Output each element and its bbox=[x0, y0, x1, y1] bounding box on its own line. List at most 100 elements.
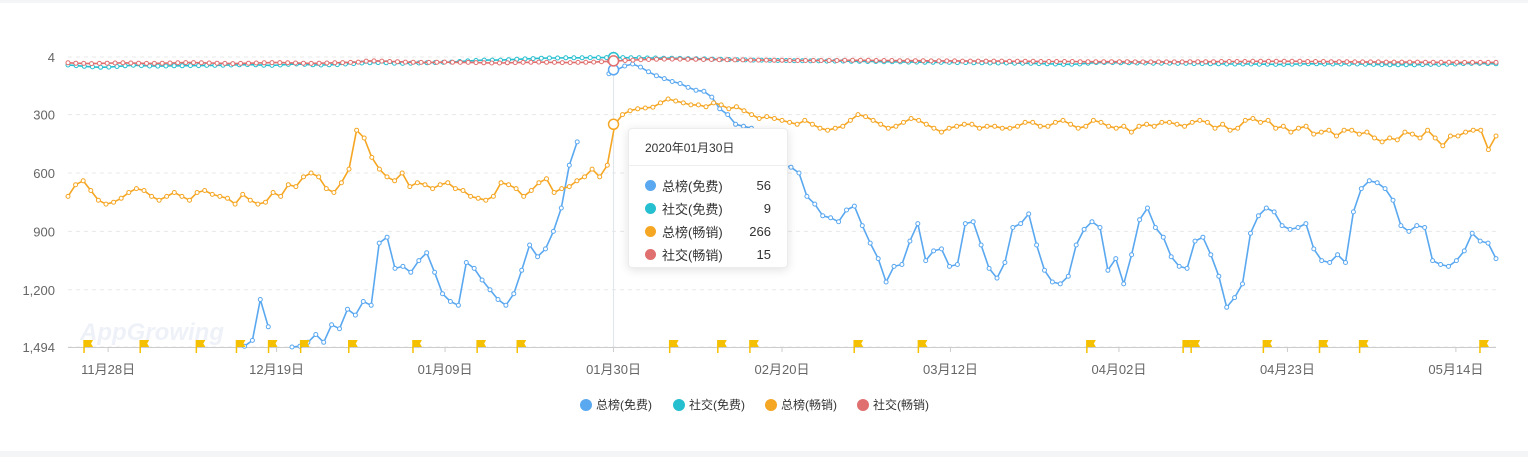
data-point[interactable] bbox=[669, 79, 675, 84]
data-point[interactable] bbox=[1068, 121, 1074, 127]
data-point[interactable] bbox=[504, 60, 510, 66]
data-point[interactable] bbox=[408, 269, 414, 275]
data-point[interactable] bbox=[240, 191, 246, 197]
data-point[interactable] bbox=[1211, 59, 1216, 65]
data-point[interactable] bbox=[265, 324, 271, 330]
data-point[interactable] bbox=[1399, 59, 1405, 65]
data-point[interactable] bbox=[536, 59, 542, 65]
data-point[interactable] bbox=[855, 112, 861, 118]
data-point[interactable] bbox=[316, 60, 322, 66]
data-point[interactable] bbox=[348, 59, 353, 65]
data-point[interactable] bbox=[416, 258, 422, 264]
data-point[interactable] bbox=[788, 164, 794, 170]
data-point[interactable] bbox=[1407, 59, 1413, 65]
data-point[interactable] bbox=[1184, 265, 1190, 271]
data-point[interactable] bbox=[1212, 125, 1218, 131]
data-point[interactable] bbox=[604, 162, 610, 168]
data-point[interactable] bbox=[1002, 260, 1008, 265]
data-point[interactable] bbox=[566, 162, 572, 168]
data-point[interactable] bbox=[741, 108, 747, 114]
data-point[interactable] bbox=[1364, 129, 1370, 135]
data-point[interactable] bbox=[1077, 59, 1083, 65]
data-point[interactable] bbox=[725, 112, 731, 118]
data-point[interactable] bbox=[528, 59, 534, 65]
data-point[interactable] bbox=[1319, 258, 1325, 264]
data-point[interactable] bbox=[878, 121, 884, 127]
data-point[interactable] bbox=[795, 58, 801, 63]
series-3[interactable] bbox=[65, 96, 1499, 207]
data-point[interactable] bbox=[141, 188, 147, 193]
data-point[interactable] bbox=[340, 60, 346, 66]
data-point[interactable] bbox=[445, 180, 451, 186]
data-point[interactable] bbox=[133, 186, 139, 192]
data-point[interactable] bbox=[650, 104, 656, 110]
event-flag-icon[interactable] bbox=[348, 340, 358, 353]
data-point[interactable] bbox=[455, 302, 461, 308]
data-point[interactable] bbox=[257, 297, 263, 302]
data-point[interactable] bbox=[164, 193, 170, 199]
data-point[interactable] bbox=[1454, 59, 1460, 65]
data-point[interactable] bbox=[820, 213, 826, 219]
data-point[interactable] bbox=[1160, 234, 1166, 240]
data-point[interactable] bbox=[1179, 59, 1185, 65]
data-point[interactable] bbox=[1446, 59, 1452, 65]
data-point[interactable] bbox=[638, 57, 644, 63]
data-point[interactable] bbox=[369, 154, 375, 160]
data-point[interactable] bbox=[1303, 221, 1309, 227]
data-point[interactable] bbox=[106, 64, 112, 70]
data-point[interactable] bbox=[907, 238, 913, 244]
data-point[interactable] bbox=[992, 123, 998, 129]
data-point[interactable] bbox=[426, 59, 432, 65]
data-point[interactable] bbox=[1422, 225, 1428, 230]
data-point[interactable] bbox=[1414, 223, 1420, 229]
data-point[interactable] bbox=[1281, 58, 1287, 64]
data-point[interactable] bbox=[392, 265, 398, 271]
data-point[interactable] bbox=[787, 58, 793, 63]
data-point[interactable] bbox=[1390, 197, 1396, 203]
data-point[interactable] bbox=[1069, 59, 1075, 64]
data-point[interactable] bbox=[555, 55, 561, 61]
data-point[interactable] bbox=[1151, 123, 1157, 129]
data-point[interactable] bbox=[95, 197, 101, 203]
data-point[interactable] bbox=[842, 57, 848, 63]
data-point[interactable] bbox=[551, 190, 557, 195]
data-point[interactable] bbox=[567, 60, 573, 66]
data-point[interactable] bbox=[368, 302, 374, 308]
data-point[interactable] bbox=[1485, 59, 1491, 65]
data-point[interactable] bbox=[1038, 59, 1044, 64]
data-point[interactable] bbox=[665, 96, 671, 102]
data-point[interactable] bbox=[931, 125, 937, 131]
data-point[interactable] bbox=[479, 277, 485, 283]
data-point[interactable] bbox=[1258, 58, 1264, 64]
data-point[interactable] bbox=[1081, 226, 1087, 232]
data-point[interactable] bbox=[1204, 119, 1210, 125]
data-point[interactable] bbox=[724, 57, 730, 63]
data-point[interactable] bbox=[535, 254, 541, 260]
data-point[interactable] bbox=[1049, 279, 1055, 285]
data-point[interactable] bbox=[337, 326, 342, 332]
event-flag-icon[interactable] bbox=[1190, 340, 1201, 353]
data-point[interactable] bbox=[850, 57, 856, 63]
data-point[interactable] bbox=[1101, 59, 1107, 65]
data-point[interactable] bbox=[1313, 59, 1318, 64]
data-point[interactable] bbox=[771, 57, 777, 63]
event-flag-icon[interactable] bbox=[853, 340, 864, 353]
data-point[interactable] bbox=[345, 306, 350, 312]
data-point[interactable] bbox=[490, 193, 496, 199]
data-point[interactable] bbox=[1216, 273, 1222, 279]
data-point[interactable] bbox=[1062, 59, 1067, 64]
data-point[interactable] bbox=[1279, 223, 1285, 229]
legend-item[interactable]: 社交(免费) bbox=[673, 397, 745, 412]
data-point[interactable] bbox=[497, 60, 502, 66]
data-point[interactable] bbox=[1182, 123, 1188, 129]
data-point[interactable] bbox=[118, 195, 124, 201]
data-point[interactable] bbox=[889, 58, 895, 63]
data-point[interactable] bbox=[563, 55, 569, 61]
data-point[interactable] bbox=[1463, 129, 1469, 135]
data-point[interactable] bbox=[905, 58, 910, 64]
data-point[interactable] bbox=[638, 64, 643, 70]
event-flag-icon[interactable] bbox=[195, 340, 206, 353]
data-point[interactable] bbox=[1368, 59, 1373, 65]
data-point[interactable] bbox=[726, 106, 732, 112]
data-point[interactable] bbox=[883, 279, 889, 285]
